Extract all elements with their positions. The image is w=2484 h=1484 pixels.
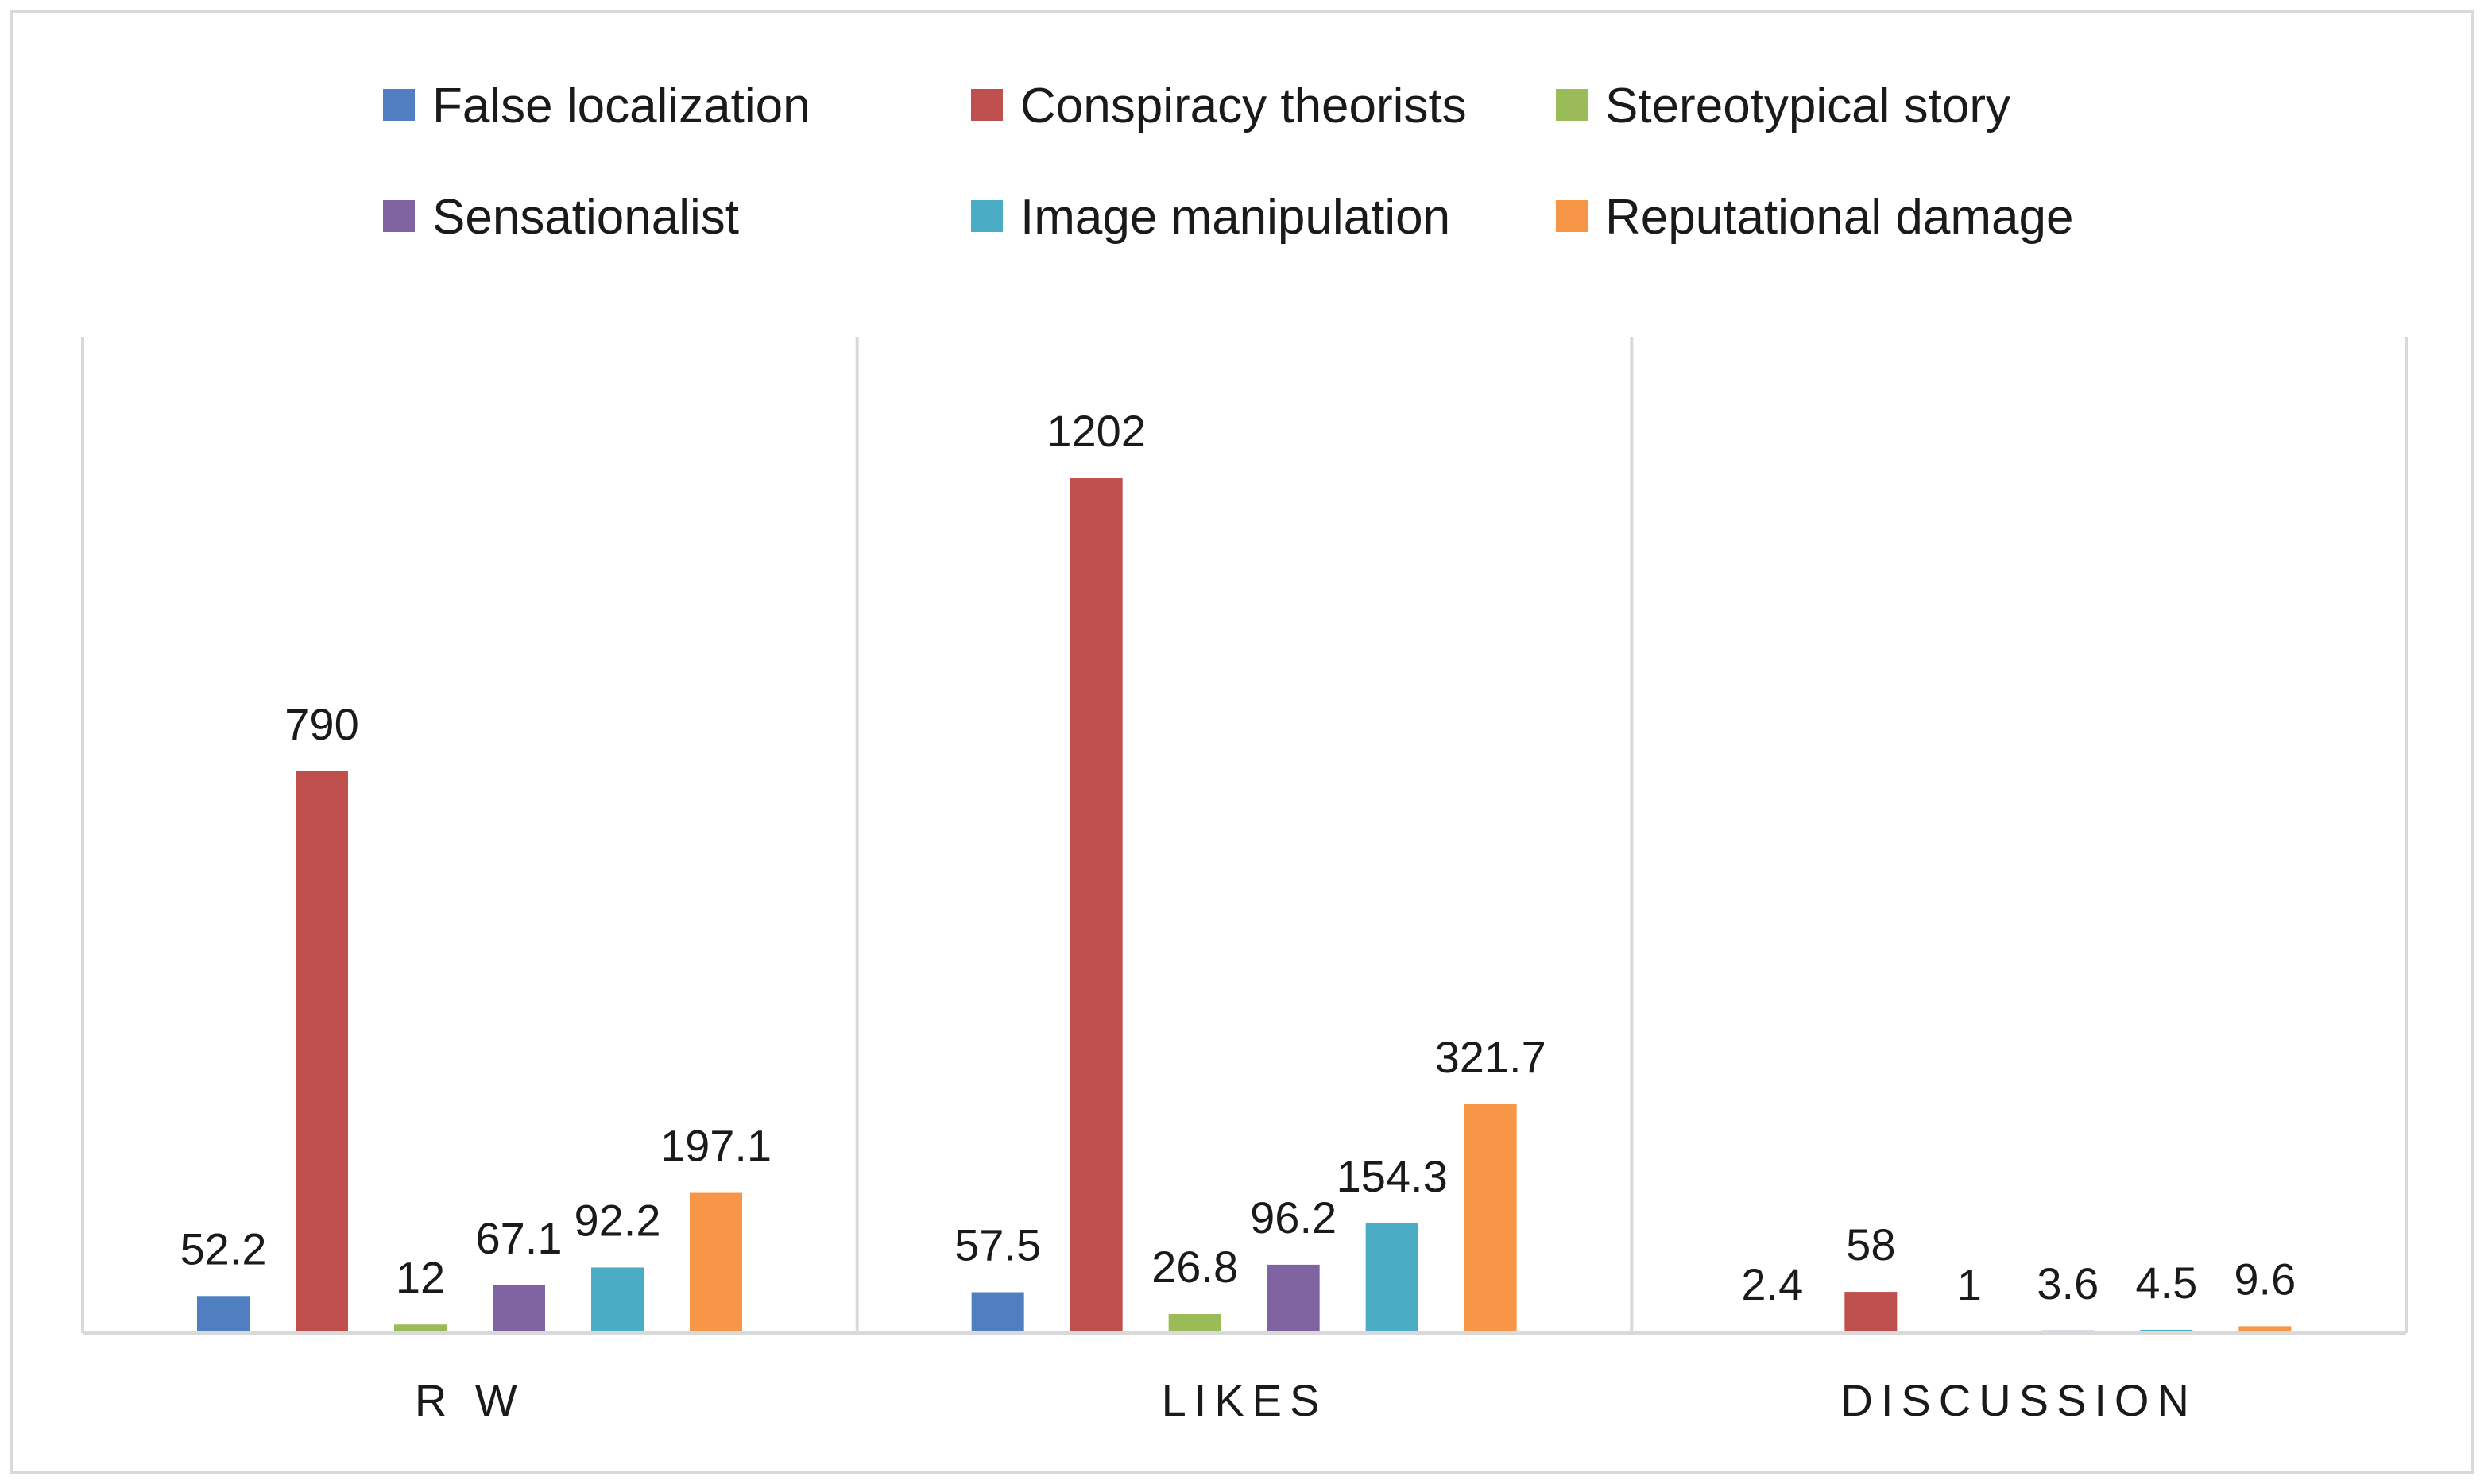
bar-r-w-stereotypical-story xyxy=(394,1324,447,1333)
data-label-likes-image-manipulation: 154.3 xyxy=(1337,1151,1448,1201)
legend-label-sensationalist: Sensationalist xyxy=(432,190,739,245)
legend-swatch-stereotypical-story xyxy=(1556,89,1588,121)
legend-swatch-false-localization xyxy=(383,89,415,121)
legend-swatch-reputational-damage xyxy=(1556,200,1588,232)
bar-likes-reputational-damage xyxy=(1464,1104,1517,1333)
bar-r-w-conspiracy-theorists xyxy=(296,771,348,1333)
data-label-r-w-reputational-damage: 197.1 xyxy=(660,1121,772,1171)
bar-likes-conspiracy-theorists xyxy=(1070,478,1123,1333)
category-separators xyxy=(81,337,2408,1333)
legend-label-conspiracy-theorists: Conspiracy theorists xyxy=(1020,79,1467,133)
data-label-discussion-conspiracy-theorists: 58 xyxy=(1846,1219,1895,1270)
data-label-discussion-false-localization: 2.4 xyxy=(1741,1259,1803,1309)
bars xyxy=(197,478,2292,1333)
data-label-r-w-false-localization: 52.2 xyxy=(180,1223,267,1273)
bar-r-w-false-localization xyxy=(197,1296,250,1333)
legend-swatch-sensationalist xyxy=(383,200,415,232)
legend-label-false-localization: False localization xyxy=(432,79,811,133)
data-label-likes-stereotypical-story: 26.8 xyxy=(1151,1242,1238,1292)
data-label-r-w-image-manipulation: 92.2 xyxy=(575,1195,661,1245)
legend: False localization Conspiracy theorists St… xyxy=(383,79,2073,245)
x-axis-tick-labels: R W LIKES DISCUSSION xyxy=(415,1375,2197,1425)
legend-swatch-conspiracy-theorists xyxy=(971,89,1003,121)
legend-label-stereotypical-story: Stereotypical story xyxy=(1605,79,2010,133)
data-label-discussion-image-manipulation: 4.5 xyxy=(2135,1258,2197,1308)
data-label-r-w-sensationalist: 67.1 xyxy=(476,1213,563,1263)
chart-border xyxy=(10,10,2474,1474)
legend-swatch-image-manipulation xyxy=(971,200,1003,232)
data-label-discussion-reputational-damage: 9.6 xyxy=(2234,1254,2296,1304)
bar-r-w-reputational-damage xyxy=(690,1192,742,1333)
bar-likes-false-localization xyxy=(971,1292,1024,1333)
data-label-r-w-conspiracy-theorists: 790 xyxy=(284,699,358,749)
data-label-likes-false-localization: 57.5 xyxy=(954,1220,1041,1270)
data-label-likes-conspiracy-theorists: 1202 xyxy=(1047,406,1146,456)
data-label-likes-reputational-damage: 321.7 xyxy=(1435,1032,1546,1082)
legend-label-image-manipulation: Image manipulation xyxy=(1020,190,1450,245)
category-label-likes: LIKES xyxy=(1162,1375,1328,1425)
bar-likes-image-manipulation xyxy=(1365,1223,1418,1333)
legend-label-reputational-damage: Reputational damage xyxy=(1605,190,2073,245)
data-label-r-w-stereotypical-story: 12 xyxy=(396,1252,445,1302)
category-label-discussion: DISCUSSION xyxy=(1840,1375,2197,1425)
bar-discussion-image-manipulation xyxy=(2140,1329,2193,1333)
bar-likes-sensationalist xyxy=(1267,1264,1320,1333)
bar-likes-stereotypical-story xyxy=(1168,1314,1221,1333)
bar-discussion-reputational-damage xyxy=(2238,1326,2292,1333)
data-label-discussion-sensationalist: 3.6 xyxy=(2037,1258,2099,1308)
category-label-r-w: R W xyxy=(415,1375,525,1425)
bar-discussion-conspiracy-theorists xyxy=(1844,1292,1898,1333)
bar-r-w-image-manipulation xyxy=(591,1267,644,1333)
data-label-discussion-stereotypical-story: 1 xyxy=(1957,1260,1982,1310)
data-label-likes-sensationalist: 96.2 xyxy=(1250,1192,1337,1242)
bar-r-w-sensationalist xyxy=(493,1285,545,1333)
